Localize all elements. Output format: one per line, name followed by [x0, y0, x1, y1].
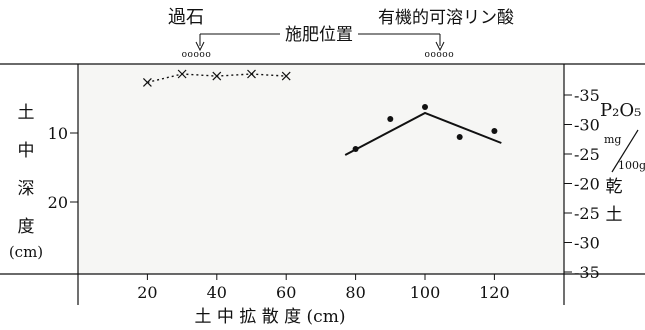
- x-tick-label-1: 40: [207, 283, 227, 302]
- left-axis-label-char-1: 中: [18, 141, 35, 161]
- series-2-line: [344, 111, 502, 156]
- right-axis-label-chars: 乾土: [606, 177, 623, 225]
- right-axis-char-1: 土: [606, 205, 623, 225]
- header-right-label: 有機的可溶リン酸: [378, 8, 514, 28]
- series-0-point-0: [142, 77, 152, 87]
- left-tick-label-0: 10: [48, 124, 68, 143]
- right-axis-char-0: 乾: [606, 177, 623, 197]
- x-tick-label-5: 120: [479, 283, 510, 302]
- header-center-label: 施肥位置: [285, 25, 353, 45]
- series-0-point-3: [247, 69, 256, 79]
- right-axis-unit-top: mg: [604, 133, 621, 146]
- right-axis-unit-bottom: 100g: [618, 159, 645, 172]
- series-1-point-1: [387, 116, 394, 122]
- series-1-point-4: [491, 128, 498, 134]
- right-tick-label-2: -25: [574, 145, 600, 164]
- left-axis-unit: (cm): [9, 243, 43, 261]
- x-tick-label-3: 80: [345, 283, 365, 302]
- right-tick-label-3: -20: [574, 175, 600, 194]
- series-layer: [142, 69, 502, 156]
- x-tick-label-0: 20: [137, 283, 157, 302]
- fertilizer-marks: ooooo ooooo: [182, 50, 454, 60]
- header-arrow-left-head: [195, 41, 205, 52]
- plot-background: [78, 64, 564, 274]
- left-axis-ticks: 10 20: [48, 124, 78, 212]
- right-tick-label-6: -35: [574, 263, 600, 282]
- left-axis-label-char-2: 深: [18, 179, 35, 199]
- right-axis-unit-slash: [611, 129, 639, 173]
- header-arrow-right-head: [435, 41, 445, 52]
- x-axis-label: 土 中 拡 散 度 (cm): [195, 307, 346, 327]
- x-tick-label-4: 100: [410, 283, 441, 302]
- header-center-group: 施肥位置: [195, 25, 445, 52]
- right-axis-label: P₂O₅: [600, 100, 641, 121]
- series-1-point-3: [456, 134, 463, 140]
- series-0-point-1: [177, 69, 187, 79]
- right-tick-label-4: -25: [574, 204, 600, 223]
- left-tick-label-1: 20: [48, 193, 68, 212]
- series-0-point-4: [281, 71, 291, 81]
- header-left-label: 過石: [168, 7, 204, 28]
- series-1-point-2: [422, 104, 428, 110]
- left-axis-label-char-0: 土: [18, 103, 35, 123]
- right-tick-label-1: -30: [574, 116, 600, 135]
- right-axis-ticks: -35 -30 -25 -20 -25 -30 -35: [564, 86, 600, 282]
- x-tick-label-2: 60: [276, 283, 296, 302]
- fertilizer-mark-1: ooooo: [425, 50, 455, 60]
- x-axis-ticks: 20 40 60 80 100 120: [137, 274, 510, 302]
- right-tick-label-0: -35: [574, 86, 600, 105]
- left-axis-label-char-3: 度: [18, 217, 35, 237]
- fertilizer-mark-0: ooooo: [182, 50, 212, 60]
- right-tick-label-5: -30: [574, 234, 600, 253]
- series-0-point-2: [212, 71, 222, 81]
